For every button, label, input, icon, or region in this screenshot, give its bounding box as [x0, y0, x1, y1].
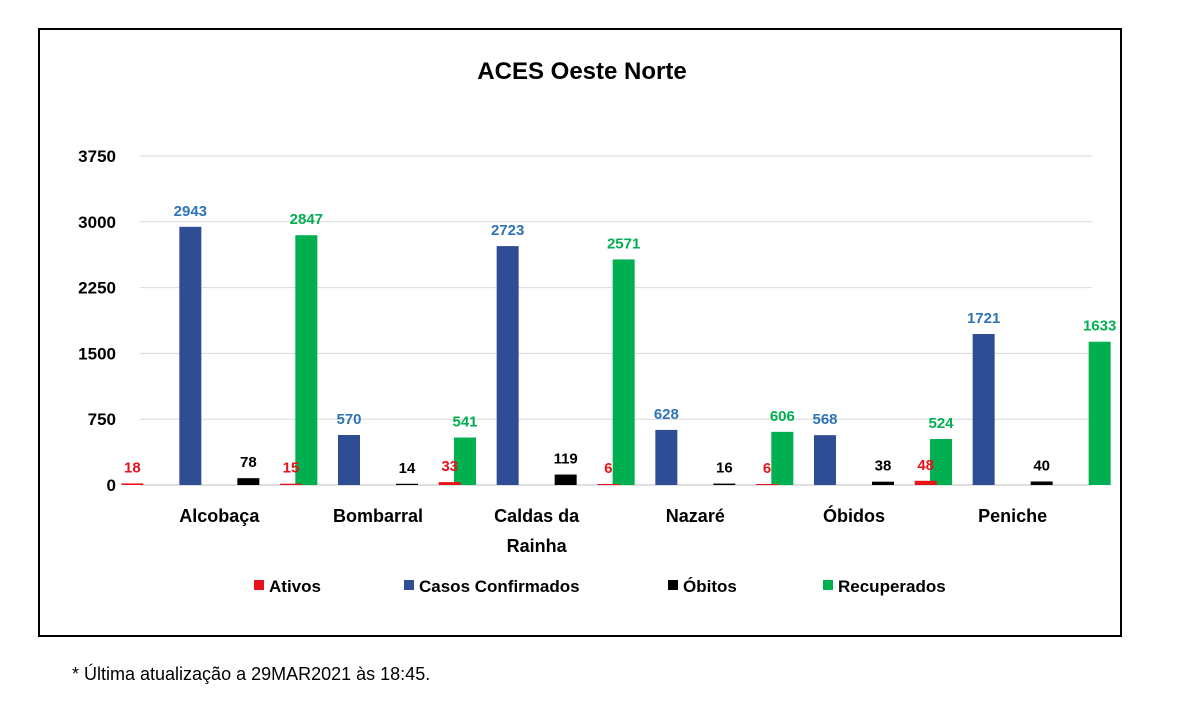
y-tick-label: 3000	[78, 213, 116, 232]
bar-recuperados	[612, 259, 635, 485]
data-label: 628	[654, 406, 679, 423]
category-label: Caldas da	[494, 506, 580, 526]
data-label: 48	[917, 457, 934, 474]
bar--bitos	[396, 483, 418, 485]
bar-ativos	[756, 484, 778, 485]
legend-swatch	[668, 580, 678, 590]
chart-frame	[38, 28, 1122, 637]
bar-casos-confirmados	[655, 429, 678, 485]
bar-casos-confirmados	[814, 435, 836, 485]
category-label: Rainha	[507, 536, 568, 556]
data-label: 40	[1033, 457, 1050, 474]
data-label: 78	[240, 454, 257, 471]
data-label: 18	[124, 459, 141, 476]
y-tick-label: 750	[88, 410, 116, 429]
bar-recuperados	[1088, 341, 1111, 485]
data-label: 15	[283, 460, 300, 477]
legend-swatch	[823, 580, 833, 590]
bar-casos-confirmados	[179, 226, 202, 486]
data-label: 606	[770, 408, 795, 425]
bar-casos-confirmados	[338, 434, 360, 485]
bar-casos-confirmados	[972, 334, 995, 485]
bar--bitos	[1030, 481, 1053, 485]
data-label: 14	[399, 460, 416, 477]
category-label: Nazaré	[666, 506, 725, 526]
legend-label: Óbitos	[683, 577, 737, 596]
data-label: 33	[441, 458, 458, 475]
bar--bitos	[872, 481, 894, 485]
legend-label: Casos Confirmados	[419, 577, 580, 596]
data-label: 6	[763, 460, 771, 477]
data-label: 6	[604, 460, 612, 477]
bar-recuperados	[295, 235, 318, 485]
bar-ativos	[914, 480, 937, 485]
bar--bitos	[554, 474, 577, 485]
legend-swatch	[404, 580, 414, 590]
data-label: 16	[716, 460, 733, 477]
data-label: 541	[452, 414, 477, 431]
category-label: Bombarral	[333, 506, 423, 526]
bar-recuperados	[771, 431, 794, 485]
bar-recuperados	[454, 437, 476, 485]
data-label: 570	[336, 411, 361, 428]
chart-title: ACES Oeste Norte	[477, 58, 686, 85]
data-label: 119	[554, 451, 578, 468]
category-label: Alcobaça	[179, 506, 260, 526]
legend-label: Ativos	[269, 577, 321, 596]
legend-swatch	[254, 580, 264, 590]
bar-recuperados	[930, 439, 952, 485]
bar--bitos	[237, 478, 260, 485]
bar-ativos	[121, 483, 144, 485]
y-tick-label: 3750	[78, 147, 116, 166]
data-label: 568	[812, 411, 837, 428]
data-label: 2943	[174, 203, 207, 220]
y-tick-label: 0	[107, 476, 116, 495]
category-label: Peniche	[978, 506, 1047, 526]
y-tick-label: 1500	[78, 344, 116, 363]
data-label: 2847	[290, 211, 323, 228]
data-label: 2571	[607, 235, 640, 252]
data-label: 524	[928, 415, 954, 432]
legend-label: Recuperados	[838, 577, 946, 596]
bar-ativos	[438, 482, 461, 485]
data-label: 1721	[967, 310, 1000, 327]
data-label: 38	[875, 458, 892, 475]
data-label: 1633	[1083, 318, 1116, 335]
bar--bitos	[713, 483, 736, 485]
bar-ativos	[280, 483, 302, 485]
bar-ativos	[597, 484, 620, 485]
bar-casos-confirmados	[496, 246, 519, 485]
footnote: * Última atualização a 29MAR2021 às 18:4…	[72, 664, 431, 684]
y-tick-label: 2250	[78, 279, 116, 298]
data-label: 2723	[491, 222, 524, 239]
category-label: Óbidos	[823, 505, 885, 526]
